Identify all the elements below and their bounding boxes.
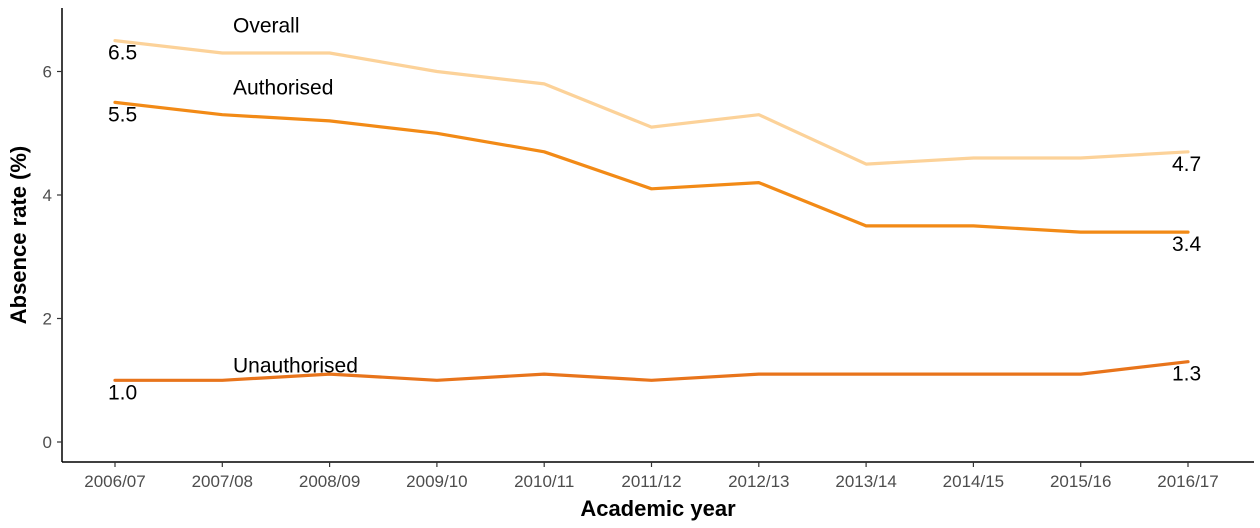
series-name-unauthorised: Unauthorised [233, 354, 358, 377]
y-tick-label: 6 [43, 63, 52, 82]
end-value-label: 3.4 [1172, 233, 1202, 256]
series-line-authorised [113, 100, 1190, 234]
series-line-unauthorised [113, 360, 1190, 382]
series-line-overall [113, 38, 1190, 166]
x-tick-label: 2010/11 [514, 472, 574, 491]
data-labels: Overall 6.5 4.7 Authorised 5.5 3.4 Unauthorise… [108, 15, 1202, 405]
y-ticks: 0 2 4 6 [43, 63, 62, 452]
series-layer [113, 38, 1190, 382]
x-tick-label: 2015/16 [1050, 472, 1111, 491]
axis-layer [61, 8, 1254, 463]
x-axis-title: Academic year [580, 496, 736, 521]
y-tick-label: 0 [43, 433, 52, 452]
start-value-label: 1.0 [108, 381, 137, 404]
end-value-label: 4.7 [1172, 153, 1201, 176]
x-tick-label: 2014/15 [943, 472, 1004, 491]
y-tick-label: 2 [43, 310, 52, 329]
x-tick-label: 2009/10 [406, 472, 467, 491]
x-tick-label: 2006/07 [84, 472, 145, 491]
x-tick-label: 2012/13 [728, 472, 789, 491]
x-tick-label: 2007/08 [192, 472, 253, 491]
end-value-label: 1.3 [1172, 363, 1201, 386]
y-axis-title: Absence rate (%) [6, 146, 31, 325]
x-tick-label: 2013/14 [835, 472, 896, 491]
series-name-authorised: Authorised [233, 76, 333, 99]
start-value-label: 6.5 [108, 42, 137, 65]
x-tick-label: 2008/09 [299, 472, 360, 491]
x-ticks: 2006/07 2007/08 2008/09 2009/10 2010/11 2011/… [84, 462, 1219, 491]
y-tick-label: 4 [43, 186, 52, 205]
series-name-overall: Overall [233, 15, 300, 38]
x-tick-label: 2011/12 [621, 472, 681, 491]
start-value-label: 5.5 [108, 103, 137, 126]
x-tick-label: 2016/17 [1157, 472, 1218, 491]
